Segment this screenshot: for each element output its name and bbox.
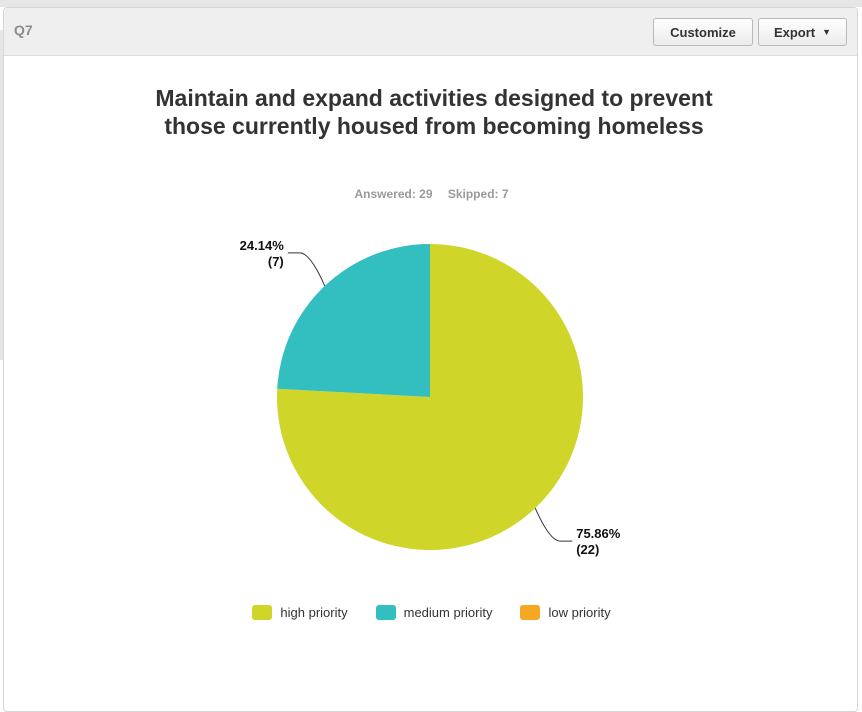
response-stats: Answered: 29 Skipped: 7 xyxy=(4,187,859,201)
customize-label: Customize xyxy=(670,24,736,40)
data-label-count-high: (22) xyxy=(576,542,599,557)
data-label-percent-high: 75.86% xyxy=(576,526,621,541)
panel-header: Q7 Customize Export ▼ xyxy=(4,8,857,56)
left-edge-decoration xyxy=(0,30,4,360)
legend-swatch-medium xyxy=(375,605,396,620)
leader-line-medium xyxy=(287,252,326,287)
export-label: Export xyxy=(773,24,816,40)
pie-slice-high xyxy=(276,244,583,551)
skipped-count: Skipped: 7 xyxy=(447,187,509,201)
chevron-down-icon: ▼ xyxy=(822,27,832,37)
legend-item-high: high priority xyxy=(252,605,348,620)
chart-title: Maintain and expand activities designed … xyxy=(155,85,713,139)
question-number: Q7 xyxy=(14,22,33,38)
legend-swatch-high xyxy=(252,605,273,620)
pie-chart: 75.86%(22) 24.14%(7) xyxy=(240,238,621,557)
data-label-percent-medium: 24.14% xyxy=(240,238,285,253)
legend-label-low: low priority xyxy=(548,605,611,620)
legend-item-medium: medium priority xyxy=(375,605,493,620)
top-edge-decoration xyxy=(0,0,862,7)
data-label-count-medium: (7) xyxy=(268,254,284,269)
customize-button[interactable]: Customize xyxy=(653,18,753,46)
leader-line-high xyxy=(534,507,573,542)
pie-slice-medium xyxy=(277,244,430,397)
question-panel: Q7 Customize Export ▼ Maintain and expan… xyxy=(3,7,858,712)
legend-swatch-low xyxy=(520,605,541,620)
legend-label-high: high priority xyxy=(280,605,348,620)
legend-item-low: low priority xyxy=(520,605,611,620)
chart-legend: high priority medium priority low priori… xyxy=(4,605,859,620)
answered-count: Answered: 29 xyxy=(354,187,433,201)
legend-label-medium: medium priority xyxy=(403,605,493,620)
export-button[interactable]: Export ▼ xyxy=(758,18,847,46)
